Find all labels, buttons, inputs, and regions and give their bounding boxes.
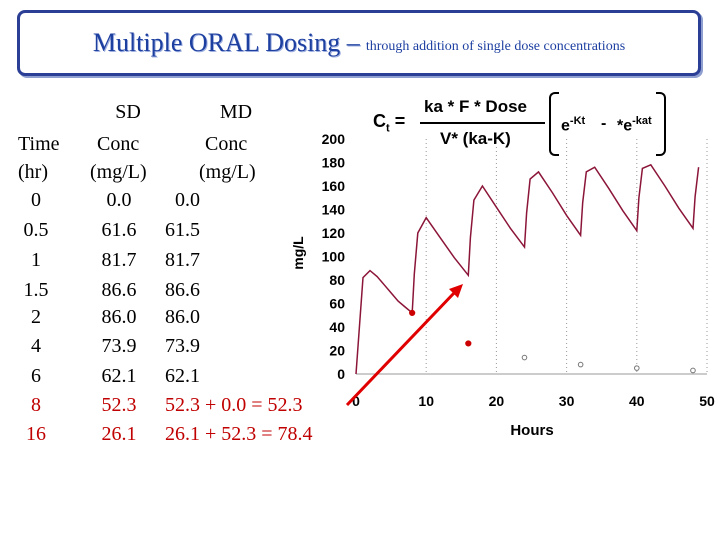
slide-subtitle: through addition of single dose concentr… [365,39,626,54]
y-axis-label: mg/L [290,236,306,270]
x-tick-label: 0 [352,393,360,409]
right-paren [656,92,666,156]
x-tick-label: 40 [629,393,645,409]
table-cell-time: 8 [31,394,41,416]
x-tick-label: 10 [418,393,434,409]
table-cell-md: 62.1 [165,365,200,387]
table-cell-time: 0 [31,189,41,211]
y-tick-label: 60 [329,296,345,312]
x-axis-label: Hours [510,422,553,439]
table-cell-sd: 62.1 [101,365,137,387]
time-header-1: Time [18,133,60,155]
table-cell-md: 86.0 [165,306,200,328]
formula-denominator: V* (ka-K) [440,129,511,148]
table-cell-md: 0.0 [175,189,200,211]
table-cell-sd: 26.1 [101,423,137,445]
sd-header-2: Conc [97,133,140,155]
single-dose-marker [465,340,472,347]
fraction-bar [420,122,545,124]
table-cell-time: 1.5 [23,279,49,301]
formula-numerator: ka * F * Dose [424,97,527,116]
md-header-2: Conc [205,133,248,155]
table-cell-sd: 61.6 [101,219,137,241]
highlight-arrow-head [449,284,463,298]
single-dose-marker [521,354,528,361]
left-paren [549,92,559,156]
table-cell-md: 61.5 [165,219,200,241]
sd-header-3: (mg/L) [90,161,147,183]
y-tick-label: 140 [322,202,346,218]
table-cell-time: 1 [31,249,41,271]
md-header-1: MD [219,101,253,123]
formula-minus: - [601,115,607,132]
table-cell-sd: 81.7 [101,249,137,271]
single-dose-marker [634,365,640,371]
formula-exp1: e-Kt [561,115,586,135]
y-tick-label: 100 [322,249,346,265]
table-cell-sd: 52.3 [101,394,137,416]
table-cell-time: 0.5 [23,219,49,241]
x-tick-label: 30 [559,393,575,409]
table-cell-md: 86.6 [165,279,200,301]
time-header-2: (hr) [18,161,48,183]
table-cell-md-sum: 26.1 + 52.3 = 78.4 [165,423,313,445]
y-tick-label: 120 [322,225,346,241]
single-dose-marker [409,309,416,316]
y-tick-label: 180 [322,155,346,171]
title-banner: Multiple ORAL Dosing – through addition … [17,10,701,76]
formula-exp2: *e-kat [617,115,652,135]
table-cell-sd: 86.6 [101,279,137,301]
y-tick-label: 20 [329,343,345,359]
x-tick-label: 50 [699,393,715,409]
table-cell-md-sum: 52.3 + 0.0 = 52.3 [165,394,303,416]
y-tick-label: 160 [322,178,346,194]
table-cell-sd: 73.9 [101,335,137,357]
table-cell-sd: 86.0 [101,306,137,328]
table-cell-time: 4 [31,335,41,357]
table-cell-time: 2 [31,306,41,328]
table-cell-md: 73.9 [165,335,200,357]
accumulation-curve [355,163,700,375]
table-cell-sd: 0.0 [106,189,132,211]
y-tick-label: 40 [329,319,345,335]
table-cell-time: 6 [31,365,41,387]
y-tick-label: 80 [329,272,345,288]
x-tick-label: 20 [489,393,505,409]
single-dose-marker [690,367,696,374]
table-cell-md: 81.7 [165,249,200,271]
slide-title: Multiple ORAL Dosing – [92,28,360,57]
sd-header-1: SD [115,101,141,123]
table-cell-time: 16 [26,423,46,445]
single-dose-marker [577,361,584,368]
formula-lhs: Ct = [373,111,406,135]
y-tick-label: 0 [337,366,345,382]
y-tick-label: 200 [322,131,346,147]
highlight-arrow [345,290,457,407]
md-header-3: (mg/L) [199,161,256,183]
